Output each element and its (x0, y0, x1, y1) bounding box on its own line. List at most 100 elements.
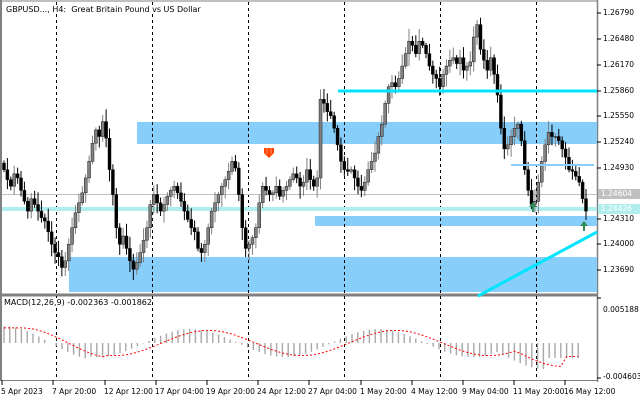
bear-candle (437, 78, 442, 87)
bull-candle (506, 144, 510, 150)
bear-candle (356, 177, 360, 187)
bull-candle (257, 202, 261, 228)
bull-candle (162, 204, 166, 212)
bear-candle (492, 57, 496, 75)
bid-price-line (2, 207, 597, 211)
bear-candle (482, 49, 486, 61)
price-axis-label: 1.26790 (603, 8, 635, 17)
bull-candle (203, 244, 207, 253)
price-axis-label: 1.24930 (603, 163, 635, 172)
chart-title: GBPUSD..., H4: Great Britain Pound vs US… (5, 5, 202, 14)
bear-candle (519, 123, 524, 141)
zone-rectangle[interactable] (69, 257, 597, 292)
bull-candle (373, 152, 377, 162)
bear-candle (325, 103, 330, 112)
bull-candle (441, 74, 445, 87)
macd-signal-line (4, 327, 579, 367)
bull-candle (226, 171, 231, 180)
bull-candle (271, 192, 275, 195)
time-axis-label: 5 Apr 2023 (1, 387, 43, 396)
bull-candle (318, 99, 323, 179)
macd-indicator (3, 326, 579, 369)
bull-candle (543, 144, 547, 162)
trendline[interactable] (477, 230, 598, 298)
bull-candle (63, 260, 67, 268)
bear-candle (526, 169, 530, 191)
bear-candle (2, 162, 6, 170)
trendline-segment[interactable] (477, 230, 598, 298)
bull-candle (448, 60, 452, 67)
bear-candle (118, 227, 122, 245)
bear-candle (352, 169, 357, 179)
bull-candle (220, 186, 224, 195)
bear-candle (410, 40, 415, 46)
bull-candle (66, 244, 71, 262)
price-tag: 1.24604 (598, 189, 640, 199)
supply-demand-zones[interactable] (69, 122, 597, 292)
bear-candle (563, 148, 568, 158)
bear-candle (434, 74, 438, 79)
time-axis-label: 17 Apr 04:00 (155, 387, 204, 396)
bull-candle (254, 227, 258, 238)
bull-candle (305, 169, 309, 183)
bull-candle (465, 65, 469, 71)
bull-candle (73, 212, 78, 228)
bear-candle (131, 260, 136, 270)
bull-candle (172, 186, 176, 191)
time-axis-label: 24 Apr 12:00 (257, 387, 306, 396)
bull-candle (363, 181, 367, 191)
macd-label: MACD(12,26,9) -0.002363 -0.001862 (4, 298, 152, 307)
bull-candle (141, 239, 146, 253)
bull-candle (516, 123, 520, 129)
bull-candle (369, 161, 374, 170)
bear-candle (427, 53, 432, 67)
bear-candle (550, 132, 554, 137)
bull-candle (90, 142, 95, 162)
bull-candle (489, 57, 493, 71)
bear-candle (431, 65, 435, 75)
macd-axis-min: -0.004603 (603, 372, 640, 381)
bull-candle (291, 173, 295, 180)
bear-candle (424, 45, 428, 54)
bear-candle (414, 45, 418, 54)
bear-candle (32, 198, 37, 205)
bull-candle (349, 169, 353, 172)
bull-candle (417, 40, 421, 54)
bear-candle (179, 192, 183, 202)
bear-candle (107, 137, 112, 170)
candlesticks (2, 17, 588, 281)
zone-rectangle[interactable] (315, 216, 597, 226)
bear-candle (186, 210, 190, 220)
bull-candle (390, 82, 394, 87)
bull-candle (512, 128, 517, 137)
level-lines[interactable] (338, 89, 597, 166)
chart-frame (0, 0, 599, 382)
bull-candle (400, 65, 404, 79)
bull-candle (206, 227, 210, 245)
bull-candle (468, 61, 472, 67)
bull-candle (475, 24, 479, 38)
price-axis-label: 1.24000 (603, 239, 635, 248)
time-axis-label: 27 Apr 04:00 (308, 387, 357, 396)
bull-candle (101, 121, 105, 137)
price-axis-label: 1.26170 (603, 60, 635, 69)
bear-candle (114, 194, 119, 228)
zone-rectangle[interactable] (137, 122, 597, 144)
bear-candle (329, 111, 333, 116)
buy-arrow-icon (580, 221, 588, 231)
bull-candle (397, 78, 401, 87)
bear-candle (393, 82, 398, 87)
bull-candle (216, 194, 221, 204)
bull-candle (138, 252, 142, 263)
price-axis-label: 1.24310 (603, 214, 635, 223)
bull-candle (152, 194, 156, 205)
bear-candle (158, 202, 163, 212)
price-axis-label: 1.25860 (603, 86, 635, 95)
price-axis-label: 1.23690 (603, 265, 635, 274)
bear-candle (567, 157, 571, 170)
bull-candle (403, 53, 408, 67)
bear-candle (43, 217, 47, 222)
bull-candle (301, 181, 306, 187)
